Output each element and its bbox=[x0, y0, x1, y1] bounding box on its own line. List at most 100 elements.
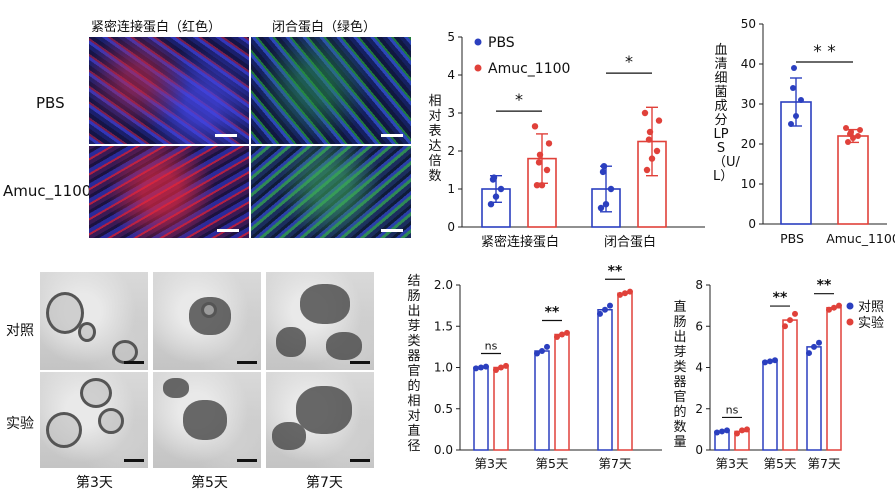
chart1-data-point bbox=[607, 185, 615, 193]
chart4-data-point bbox=[762, 359, 768, 366]
chart2-tick-label: 10 bbox=[741, 177, 756, 191]
if-row-label-pbs: PBS bbox=[36, 94, 65, 112]
chart3-data-point bbox=[559, 331, 565, 338]
bf-image-control-day5 bbox=[153, 272, 261, 370]
chart1-data-point bbox=[602, 201, 610, 208]
chart3-data-point bbox=[539, 348, 545, 354]
chart1-ylabel: 相对表达倍数 bbox=[428, 94, 442, 184]
chart4-data-point bbox=[816, 339, 822, 346]
chart1-tick-label: 4 bbox=[447, 68, 455, 82]
chart3-data-point bbox=[627, 288, 633, 295]
chart4-bar bbox=[806, 346, 822, 451]
chart4-data-point bbox=[811, 343, 817, 350]
chart4-legend-label: 对照 bbox=[858, 300, 884, 315]
chart2-data-point bbox=[790, 85, 796, 91]
chart4-data-point bbox=[744, 426, 750, 433]
chart4-data-point bbox=[719, 428, 725, 435]
chart3-bar bbox=[597, 309, 613, 451]
chart1-data-point bbox=[641, 109, 649, 117]
bf-col-label-day7: 第7天 bbox=[306, 475, 343, 491]
chart1-data-point bbox=[653, 147, 661, 155]
chart4-data-point bbox=[734, 430, 740, 437]
chart3-significance-label: ns bbox=[485, 340, 498, 353]
bf-image-experiment-day3 bbox=[40, 372, 148, 468]
if-image-pbs-occludin bbox=[251, 37, 411, 144]
chart4-bar bbox=[826, 306, 842, 451]
chart4-data-point bbox=[806, 350, 812, 357]
chart2-data-point bbox=[843, 125, 849, 131]
chart4-bar bbox=[782, 319, 798, 451]
chart4-tick-label: 0 bbox=[695, 443, 703, 457]
chart1-tick-label: 5 bbox=[447, 30, 455, 44]
chart2-data-point bbox=[788, 121, 794, 127]
chart3-significance-label: ** bbox=[545, 305, 560, 321]
chart1-data-point bbox=[535, 159, 543, 166]
bf-image-control-day3 bbox=[40, 272, 148, 370]
chart3-category-label: 第7天 bbox=[599, 456, 632, 471]
chart4-category-label: 第7天 bbox=[808, 456, 841, 471]
chart3-bar bbox=[473, 366, 489, 451]
chart2-data-point bbox=[791, 65, 797, 71]
chart2-tick-label: 50 bbox=[741, 17, 756, 31]
chart3-tick-label: 0.5 bbox=[434, 402, 453, 416]
if-image-pbs-claudin bbox=[89, 37, 249, 144]
chart3-data-point bbox=[493, 366, 499, 373]
chart2-data-point bbox=[793, 113, 799, 119]
chart3-significance-label: ** bbox=[608, 265, 623, 279]
chart3-bar bbox=[493, 366, 509, 451]
chart1-significance-label: * bbox=[515, 90, 523, 109]
chart1-legend-label: PBS bbox=[488, 35, 515, 51]
chart4-legend-label: 实验 bbox=[858, 315, 884, 331]
chart4-significance-label: ** bbox=[773, 290, 788, 306]
bf-image-experiment-day7 bbox=[266, 372, 374, 468]
chart4-category-label: 第5天 bbox=[764, 456, 797, 471]
chart2-tick-label: 0 bbox=[748, 217, 756, 231]
chart4-bar bbox=[762, 360, 778, 451]
chart4-tick-label: 4 bbox=[695, 361, 703, 375]
chart2-tick-label: 20 bbox=[741, 137, 756, 151]
chart2-data-point bbox=[848, 129, 854, 135]
chart2-category-label: Amuc_1100 bbox=[826, 231, 895, 246]
chart1-category-label: 紧密连接蛋白 bbox=[481, 234, 559, 250]
chart1-legend-marker bbox=[474, 64, 482, 72]
if-image-amuc-claudin bbox=[89, 146, 249, 238]
chart-colon-organoid-diameter: 0.0 0.5 1.0 1.5 2.0 第3天 第5天 第7天 ns ** ** bbox=[434, 265, 662, 471]
chart1-tick-label: 3 bbox=[447, 106, 455, 120]
if-col-header-occludin: 闭合蛋白（绿色） bbox=[272, 20, 377, 35]
if-col-header-claudin: 紧密连接蛋白（红色） bbox=[91, 20, 222, 35]
chart4-category-label: 第3天 bbox=[716, 456, 749, 471]
chart4-data-point bbox=[767, 358, 773, 365]
chart3-data-point bbox=[498, 364, 504, 371]
chart1-data-point bbox=[648, 155, 656, 162]
chart3-tick-label: 2.0 bbox=[434, 278, 453, 292]
chart4-tick-label: 8 bbox=[695, 278, 703, 292]
chart2-category-label: PBS bbox=[780, 231, 804, 246]
chart1-legend-marker bbox=[474, 38, 482, 46]
chart2-ylabel: 血清细菌成分LPS（U/L） bbox=[713, 43, 740, 184]
chart2-tick-label: 40 bbox=[741, 57, 756, 71]
scale-bar bbox=[381, 134, 403, 137]
chart1-data-point bbox=[599, 168, 607, 176]
scale-bar bbox=[215, 134, 237, 137]
chart4-data-point bbox=[792, 310, 798, 317]
chart2-data-point bbox=[855, 133, 861, 139]
chart4-significance-label: ** bbox=[817, 278, 832, 294]
chart3-data-point bbox=[622, 290, 628, 297]
chart1-data-point bbox=[533, 182, 541, 189]
chart1-data-point bbox=[655, 117, 663, 124]
bf-row-label-control: 对照 bbox=[6, 323, 34, 339]
chart3-data-point bbox=[473, 365, 479, 372]
chart4-data-point bbox=[836, 302, 842, 309]
chart4-data-point bbox=[772, 357, 778, 364]
chart4-data-point bbox=[724, 427, 730, 434]
bf-image-experiment-day5 bbox=[153, 372, 261, 468]
chart3-tick-label: 1.5 bbox=[434, 319, 453, 333]
chart3-data-point bbox=[554, 333, 560, 340]
chart1-data-point bbox=[545, 140, 553, 147]
chart4-data-point bbox=[739, 427, 745, 434]
bf-row-label-experiment: 实验 bbox=[6, 416, 34, 432]
chart3-data-point bbox=[503, 362, 509, 369]
chart1-data-point bbox=[543, 166, 551, 174]
chart4-data-point bbox=[831, 304, 837, 311]
